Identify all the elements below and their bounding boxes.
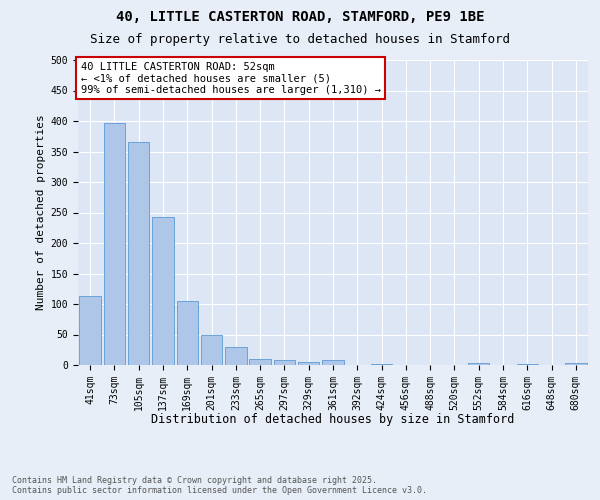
Text: Contains HM Land Registry data © Crown copyright and database right 2025.
Contai: Contains HM Land Registry data © Crown c…: [12, 476, 427, 495]
Bar: [298, 362, 319, 365]
Bar: [274, 360, 295, 365]
Bar: [104, 123, 125, 365]
Text: 40, LITTLE CASTERTON ROAD, STAMFORD, PE9 1BE: 40, LITTLE CASTERTON ROAD, STAMFORD, PE9…: [116, 10, 484, 24]
Text: 40 LITTLE CASTERTON ROAD: 52sqm
← <1% of detached houses are smaller (5)
99% of : 40 LITTLE CASTERTON ROAD: 52sqm ← <1% of…: [80, 62, 380, 94]
Bar: [225, 348, 247, 365]
Bar: [79, 296, 101, 365]
Bar: [565, 362, 587, 365]
Bar: [517, 364, 538, 365]
Bar: [468, 363, 490, 365]
Bar: [322, 360, 344, 365]
Y-axis label: Number of detached properties: Number of detached properties: [37, 114, 46, 310]
Bar: [371, 364, 392, 365]
Bar: [250, 359, 271, 365]
X-axis label: Distribution of detached houses by size in Stamford: Distribution of detached houses by size …: [151, 413, 515, 426]
Bar: [152, 218, 173, 365]
Bar: [128, 142, 149, 365]
Text: Size of property relative to detached houses in Stamford: Size of property relative to detached ho…: [90, 32, 510, 46]
Bar: [176, 301, 198, 365]
Bar: [201, 334, 222, 365]
